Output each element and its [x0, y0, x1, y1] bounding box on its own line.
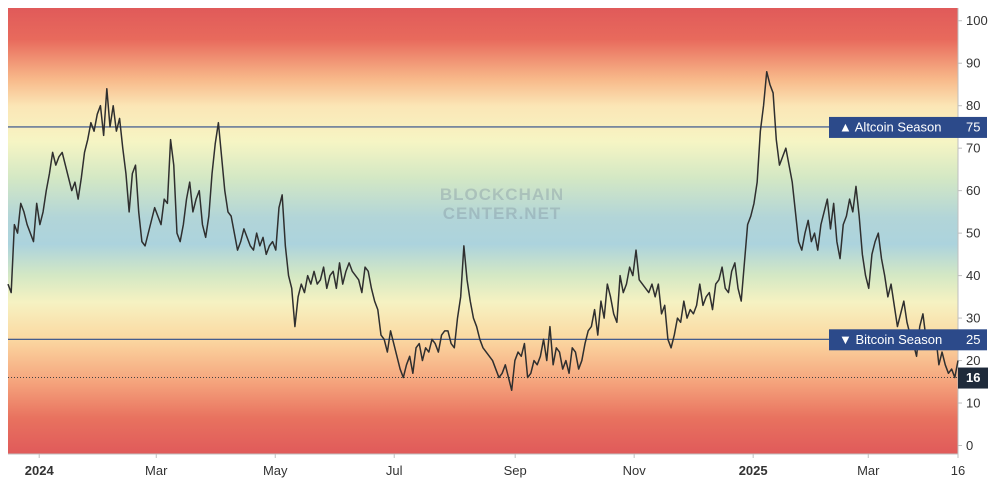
y-tick-label: 90 [966, 56, 980, 71]
x-tick-label: Jul [386, 463, 403, 478]
y-tick-label: 80 [966, 98, 980, 113]
y-tick-label: 50 [966, 226, 980, 241]
y-tick-label: 0 [966, 438, 973, 453]
x-tick-label: 2025 [739, 463, 768, 478]
watermark-line-1: BLOCKCHAIN [440, 185, 564, 204]
y-tick-label: 40 [966, 268, 980, 283]
y-tick-label: 10 [966, 396, 980, 411]
reference-tag-label: ▼ Bitcoin Season [839, 332, 942, 347]
altcoin-index-line [7, 70, 959, 392]
x-tick-label: 16 [951, 463, 965, 478]
y-tick-label: 30 [966, 311, 980, 326]
x-tick-label: Sep [504, 463, 527, 478]
x-tick-label: Mar [857, 463, 880, 478]
y-tick-label: 20 [966, 353, 980, 368]
reference-tag [829, 329, 987, 351]
x-tick-label: Mar [145, 463, 168, 478]
reference-tag [829, 116, 987, 138]
x-tick-label: 2024 [25, 463, 55, 478]
y-tick-label: 100 [966, 13, 988, 28]
y-tick-label: 70 [966, 141, 980, 156]
reference-lines [8, 126, 958, 340]
current-value-label: 16 [966, 370, 980, 385]
reference-tag-label: ▲ Altcoin Season [839, 119, 941, 134]
x-axis-ticks: 2024 Mar May Jul Sep Nov 2025 Mar 16 [25, 454, 965, 478]
watermark-line-2: CENTER.NET [443, 204, 562, 223]
watermark: BLOCKCHAIN CENTER.NET [440, 185, 564, 223]
chart-background [8, 8, 958, 454]
reference-tag-value: 75 [966, 119, 980, 134]
y-axis-ticks: 0 10 20 30 40 50 60 70 80 90 100 [958, 13, 988, 453]
value-tags: ▲ Altcoin Season 75 ▼ Bitcoin Season 25 16 [829, 116, 988, 389]
y-tick-label: 60 [966, 183, 980, 198]
reference-tag-value: 25 [966, 332, 980, 347]
x-tick-label: Nov [623, 463, 647, 478]
current-value-tag [958, 367, 988, 389]
x-tick-label: May [263, 463, 288, 478]
